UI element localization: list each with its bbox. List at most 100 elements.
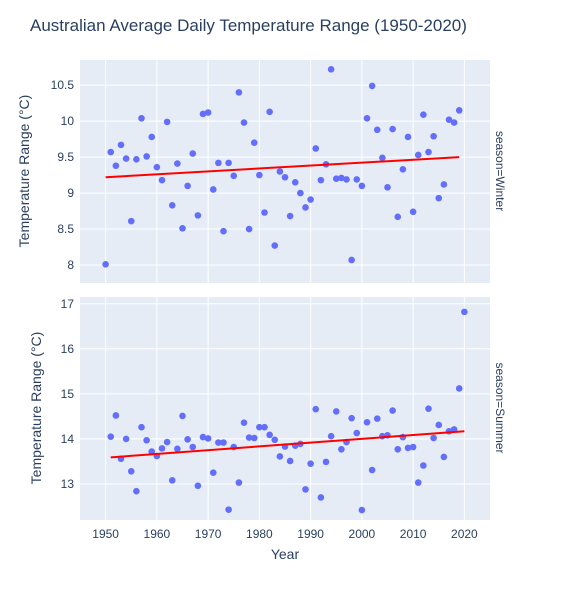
data-point xyxy=(209,469,217,476)
data-point xyxy=(286,212,294,220)
data-point xyxy=(343,176,350,183)
data-point xyxy=(138,114,145,122)
data-point xyxy=(425,405,432,413)
data-point xyxy=(368,82,376,90)
x-tick-label: 2000 xyxy=(349,527,376,541)
data-point xyxy=(220,227,227,235)
data-point xyxy=(174,445,181,453)
data-point xyxy=(189,443,197,451)
data-point xyxy=(399,166,407,173)
data-point xyxy=(107,433,115,440)
y-axis-label-summer: Temperature Range (°C) xyxy=(28,332,44,485)
data-point xyxy=(338,445,345,453)
y-tick-label: 9.5 xyxy=(57,150,74,164)
data-point xyxy=(353,176,361,183)
data-point xyxy=(189,150,197,157)
data-point xyxy=(235,479,243,486)
data-point xyxy=(127,468,135,475)
data-point xyxy=(179,412,186,420)
data-point xyxy=(245,434,253,441)
data-point xyxy=(153,163,161,171)
data-point xyxy=(240,419,248,426)
data-point xyxy=(112,162,120,170)
data-point xyxy=(215,159,222,167)
data-point xyxy=(384,184,391,191)
data-point xyxy=(204,109,212,116)
data-point xyxy=(394,445,402,453)
x-tick-label: 1990 xyxy=(297,527,324,541)
trend-line xyxy=(110,430,465,459)
data-point xyxy=(332,175,340,182)
data-point xyxy=(291,178,299,186)
y-axis-label-winter: Temperature Range (°C) xyxy=(16,95,32,248)
data-point xyxy=(379,154,386,162)
x-tick-label: 1960 xyxy=(144,527,171,541)
data-point xyxy=(199,110,207,118)
plot-background xyxy=(80,60,490,283)
data-point xyxy=(220,439,227,446)
data-point xyxy=(215,439,222,446)
data-point xyxy=(256,171,263,179)
data-point xyxy=(302,486,309,493)
data-point xyxy=(389,407,396,414)
data-point xyxy=(322,458,330,466)
data-point xyxy=(225,506,232,513)
y-tick-label: 14 xyxy=(61,432,75,446)
data-point xyxy=(225,159,232,167)
data-point xyxy=(230,172,238,180)
y-tick-label: 15 xyxy=(61,387,75,401)
data-point xyxy=(271,242,279,249)
data-point xyxy=(450,119,458,126)
data-point xyxy=(271,436,279,444)
data-point xyxy=(143,436,150,444)
data-point xyxy=(389,125,396,133)
data-point xyxy=(297,189,304,197)
data-point xyxy=(168,477,176,484)
data-point xyxy=(430,132,437,140)
data-point xyxy=(307,460,314,467)
data-point xyxy=(420,111,427,118)
data-point xyxy=(250,434,258,442)
data-point xyxy=(307,196,314,203)
data-point xyxy=(338,174,345,182)
data-point xyxy=(317,176,325,184)
x-tick-label: 1980 xyxy=(246,527,273,541)
data-point xyxy=(235,89,243,96)
y-tick-label: 10.5 xyxy=(51,78,75,92)
data-point xyxy=(148,133,156,141)
y-tick-label: 10 xyxy=(61,114,75,128)
data-point xyxy=(133,155,140,163)
data-point xyxy=(143,153,150,160)
y-tick-label: 9 xyxy=(67,186,74,200)
data-point xyxy=(261,209,268,216)
data-point xyxy=(430,434,437,442)
data-point xyxy=(358,182,366,190)
data-point xyxy=(302,204,309,211)
data-point xyxy=(122,435,130,443)
data-point xyxy=(240,119,248,126)
data-point xyxy=(261,423,268,431)
facet-label-winter: season=Winter xyxy=(493,131,507,211)
data-point xyxy=(445,116,453,124)
x-tick-label: 1970 xyxy=(195,527,222,541)
y-tick-label: 8 xyxy=(67,258,74,272)
data-point xyxy=(138,423,145,431)
data-point xyxy=(327,432,335,440)
data-point xyxy=(266,108,273,116)
data-point xyxy=(317,494,325,501)
data-point xyxy=(184,182,191,190)
y-tick-label: 16 xyxy=(61,342,75,356)
data-point xyxy=(256,423,263,431)
y-tick-label: 13 xyxy=(61,477,75,491)
data-point xyxy=(184,436,191,443)
x-tick-label: 1950 xyxy=(92,527,119,541)
data-point xyxy=(168,202,176,209)
x-tick-label: 2010 xyxy=(400,527,427,541)
data-point xyxy=(312,145,320,152)
data-point xyxy=(281,173,289,181)
data-point xyxy=(455,385,463,392)
data-point xyxy=(373,126,381,134)
data-point xyxy=(363,418,371,426)
data-point xyxy=(163,438,171,446)
